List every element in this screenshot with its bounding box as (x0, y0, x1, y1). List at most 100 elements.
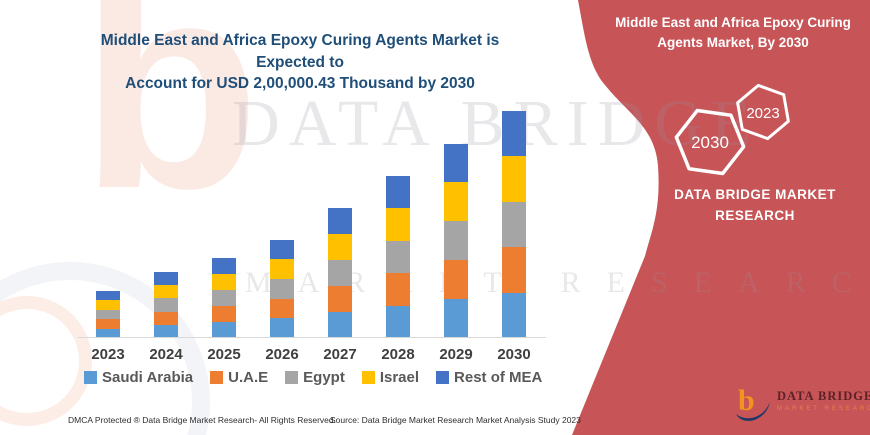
bar-segment-2030-u-a-e (502, 247, 526, 293)
dbmr-logo-icon: b (736, 384, 770, 421)
bar-segment-2027-rest-of-mea (328, 207, 352, 234)
bar-2026 (270, 239, 294, 338)
legend-label: Egypt (303, 369, 345, 386)
bar-segment-2025-u-a-e (212, 305, 236, 322)
bar-segment-2024-saudi-arabia (154, 324, 178, 338)
x-axis-label-2030: 2030 (497, 346, 531, 363)
bar-segment-2023-egypt (96, 309, 120, 319)
hexagon-badges: 2030 2023 (674, 83, 790, 176)
bar-2028 (386, 175, 410, 338)
bar-2024 (154, 272, 178, 338)
footer-copyright: DMCA Protected ® Data Bridge Market Rese… (68, 415, 336, 425)
bar-segment-2029-egypt (444, 221, 468, 261)
chart-legend: Saudi Arabia U.A.E Egypt Israel Rest of MEA (84, 369, 542, 386)
footer-source: Source: Data Bridge Market Research Mark… (330, 415, 581, 425)
dbmr-logo-text: DATA BRIDGE MARKET RESEARCH (777, 389, 870, 412)
bar-segment-2026-rest-of-mea (270, 239, 294, 260)
bar-2030 (502, 111, 526, 338)
legend-item-egypt: Egypt (285, 369, 345, 386)
x-axis-label-2029: 2029 (439, 346, 473, 363)
chart-title-line2: Account for USD 2,00,000.43 Thousand by … (125, 75, 475, 93)
bar-segment-2026-saudi-arabia (270, 318, 294, 338)
bar-plot-area (96, 111, 526, 338)
panel-brand-line1: DATA BRIDGE MARKET (674, 187, 836, 202)
bar-segment-2025-egypt (212, 289, 236, 306)
x-axis-label-2024: 2024 (149, 346, 183, 363)
legend-label: Saudi Arabia (102, 369, 194, 386)
x-axis-label-2025: 2025 (207, 346, 241, 363)
bar-segment-2028-saudi-arabia (386, 305, 410, 338)
bar-segment-2029-rest-of-mea (444, 143, 468, 183)
panel-brand-name: DATA BRIDGE MARKET RESEARCH (640, 185, 870, 227)
bar-segment-2023-israel (96, 300, 120, 310)
bar-segment-2027-saudi-arabia (328, 311, 352, 338)
bar-segment-2028-israel (386, 208, 410, 241)
dbmr-logo-brand: DATA BRIDGE (777, 389, 870, 403)
legend-item-rest-of-mea: Rest of MEA (436, 369, 542, 386)
x-axis-label-2023: 2023 (91, 346, 125, 363)
hexagon-2030-label: 2030 (691, 133, 729, 152)
red-panel-path (572, 0, 870, 435)
bar-segment-2024-israel (154, 285, 178, 299)
bar-segment-2023-u-a-e (96, 319, 120, 329)
hexagon-2023 (736, 83, 790, 141)
hexagon-2030 (674, 108, 746, 176)
bar-segment-2025-rest-of-mea (212, 257, 236, 274)
bar-segment-2029-saudi-arabia (444, 299, 468, 338)
chart-title-line1: Middle East and Africa Epoxy Curing Agen… (100, 32, 500, 71)
legend-item-u-a-e: U.A.E (210, 369, 268, 386)
legend-item-saudi-arabia: Saudi Arabia (84, 369, 193, 386)
panel-title: Middle East and Africa Epoxy Curing Agen… (602, 13, 864, 54)
bar-segment-2027-israel (328, 233, 352, 260)
bar-segment-2029-israel (444, 182, 468, 222)
x-axis-label-2026: 2026 (265, 346, 299, 363)
x-axis-label-2028: 2028 (381, 346, 415, 363)
bar-segment-2029-u-a-e (444, 260, 468, 300)
panel-title-line2: Agents Market, By 2030 (657, 35, 809, 51)
dbmr-logo: b DATA BRIDGE MARKET RESEARCH (733, 383, 870, 423)
legend-item-israel: Israel (361, 369, 420, 386)
legend-swatch-icon (436, 371, 450, 384)
hexagon-2023-label: 2023 (746, 105, 779, 122)
bar-segment-2026-israel (270, 259, 294, 279)
legend-swatch-icon (361, 371, 375, 384)
bar-segment-2030-israel (502, 156, 526, 202)
legend-label: U.A.E (228, 369, 269, 386)
legend-swatch-icon (84, 371, 97, 384)
x-axis-label-2027: 2027 (323, 346, 357, 363)
bar-segment-2027-u-a-e (328, 285, 352, 312)
dbmr-logo-sub: MARKET RESEARCH (777, 406, 870, 412)
bar-segment-2026-u-a-e (270, 298, 294, 319)
bar-segment-2030-egypt (502, 201, 526, 248)
panel-title-line1: Middle East and Africa Epoxy Curing (615, 15, 851, 30)
bar-segment-2026-egypt (270, 278, 294, 299)
legend-label: Israel (379, 369, 420, 386)
bar-segment-2030-rest-of-mea (502, 111, 526, 157)
bar-segment-2024-u-a-e (154, 311, 178, 325)
bar-segment-2028-egypt (386, 240, 410, 273)
bar-segment-2025-saudi-arabia (212, 321, 236, 338)
bar-segment-2028-u-a-e (386, 273, 410, 306)
chart-title: Middle East and Africa Epoxy Curing Agen… (70, 30, 530, 95)
bar-segment-2025-israel (212, 273, 236, 290)
bar-2023 (96, 290, 120, 338)
bar-segment-2027-egypt (328, 259, 352, 286)
svg-text:b: b (738, 384, 755, 417)
x-axis-labels: 2023 2024 2025 2026 2027 2028 2029 2030 (91, 346, 531, 363)
bar-segment-2030-saudi-arabia (502, 292, 526, 338)
legend-swatch-icon (285, 371, 299, 384)
bar-segment-2023-rest-of-mea (96, 290, 120, 300)
legend-label: Rest of MEA (454, 369, 543, 386)
legend-swatch-icon (210, 371, 224, 384)
bar-2029 (444, 143, 468, 338)
bar-segment-2028-rest-of-mea (386, 175, 410, 208)
bar-segment-2023-saudi-arabia (96, 328, 120, 338)
bar-segment-2024-egypt (154, 298, 178, 312)
bar-segment-2024-rest-of-mea (154, 272, 178, 286)
bar-2025 (212, 257, 236, 338)
x-axis-line (78, 337, 546, 338)
panel-brand-line2: RESEARCH (715, 207, 795, 223)
bar-2027 (328, 207, 352, 338)
